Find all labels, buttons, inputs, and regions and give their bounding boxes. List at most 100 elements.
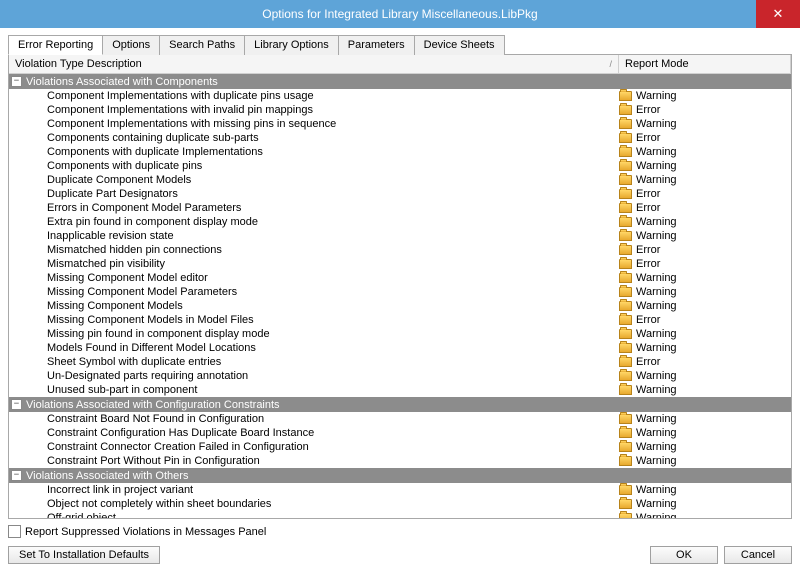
defaults-button[interactable]: Set To Installation Defaults [8,546,160,564]
folder-icon [619,119,632,129]
violation-row[interactable]: Extra pin found in component display mod… [9,215,791,229]
report-mode-cell[interactable]: Warning [619,300,791,312]
report-mode-label: Warning [636,174,677,186]
report-mode-cell[interactable]: Error [619,104,791,116]
report-mode-cell[interactable]: Warning [619,146,791,158]
report-mode-cell[interactable]: Warning [619,512,791,519]
violation-row[interactable]: Object not completely within sheet bound… [9,497,791,511]
folder-icon [619,147,632,157]
violation-row[interactable]: Duplicate Component ModelsWarning [9,173,791,187]
report-mode-cell[interactable]: Warning [619,384,791,396]
violation-row[interactable]: Component Implementations with duplicate… [9,89,791,103]
bottom-panel: Report Suppressed Violations in Messages… [8,525,792,564]
report-mode-cell[interactable]: Warning [619,342,791,354]
violation-row[interactable]: Mismatched hidden pin connections Error [9,243,791,257]
violation-row[interactable]: Missing Component Model editorWarning [9,271,791,285]
violation-row[interactable]: Components containing duplicate sub-part… [9,131,791,145]
report-mode-cell[interactable]: Error [619,356,791,368]
folder-icon [619,301,632,311]
report-mode-cell[interactable]: Error [619,132,791,144]
violation-description: Duplicate Part Designators [9,188,619,200]
violation-row[interactable]: Inapplicable revision stateWarning [9,229,791,243]
report-mode-cell[interactable]: Warning [619,90,791,102]
report-mode-cell[interactable]: Error [619,258,791,270]
tab-device-sheets[interactable]: Device Sheets [414,35,505,55]
violation-description: Off-grid object [9,512,619,519]
violation-row[interactable]: Constraint Configuration Has Duplicate B… [9,426,791,440]
report-mode-label: Warning [636,498,677,510]
report-mode-cell[interactable]: Warning [619,427,791,439]
suppress-checkbox[interactable] [8,525,21,538]
folder-icon [619,499,632,509]
report-mode-label: Warning [636,300,677,312]
violation-row[interactable]: Missing Component ModelsWarning [9,299,791,313]
violation-row[interactable]: Component Implementations with invalid p… [9,103,791,117]
cancel-button[interactable]: Cancel [724,546,792,564]
violation-row[interactable]: Errors in Component Model ParametersErro… [9,201,791,215]
violation-row[interactable]: Off-grid objectWarning [9,511,791,519]
violation-row[interactable]: Missing Component Models in Model FilesE… [9,313,791,327]
violation-row[interactable]: Components with duplicate Implementation… [9,145,791,159]
violation-row[interactable]: Missing Component Model ParametersWarnin… [9,285,791,299]
violation-row[interactable]: Un-Designated parts requiring annotation… [9,369,791,383]
tab-strip: Error ReportingOptionsSearch PathsLibrar… [8,34,792,55]
expander-icon[interactable]: − [11,399,22,410]
violation-description: Components with duplicate pins [9,160,619,172]
violation-row[interactable]: Constraint Board Not Found in Configurat… [9,412,791,426]
column-header-mode[interactable]: Report Mode [619,55,791,73]
report-mode-cell[interactable]: Error [619,188,791,200]
violation-row[interactable]: Missing pin found in component display m… [9,327,791,341]
folder-icon [619,91,632,101]
group-header[interactable]: −Violations Associated with Others [9,468,791,483]
violation-row[interactable]: Models Found in Different Model Location… [9,341,791,355]
violation-row[interactable]: Duplicate Part DesignatorsError [9,187,791,201]
tab-parameters[interactable]: Parameters [338,35,415,55]
sort-indicator-icon: / [609,59,612,69]
report-mode-cell[interactable]: Warning [619,174,791,186]
violation-row[interactable]: Constraint Connector Creation Failed in … [9,440,791,454]
report-mode-cell[interactable]: Warning [619,216,791,228]
report-mode-cell[interactable]: Error [619,244,791,256]
violation-description: Mismatched hidden pin connections [9,244,619,256]
violation-row[interactable]: Components with duplicate pinsWarning [9,159,791,173]
report-mode-cell[interactable]: Warning [619,413,791,425]
ok-button[interactable]: OK [650,546,718,564]
report-mode-cell[interactable]: Warning [619,498,791,510]
violation-row[interactable]: Constraint Port Without Pin in Configura… [9,454,791,468]
group-header[interactable]: −Violations Associated with Components [9,74,791,89]
tab-options[interactable]: Options [102,35,160,55]
violation-description: Models Found in Different Model Location… [9,342,619,354]
report-mode-cell[interactable]: Warning [619,160,791,172]
violation-description: Inapplicable revision state [9,230,619,242]
tab-search-paths[interactable]: Search Paths [159,35,245,55]
report-mode-cell[interactable]: Warning [619,455,791,467]
report-mode-cell[interactable]: Warning [619,286,791,298]
tab-library-options[interactable]: Library Options [244,35,339,55]
violation-row[interactable]: Mismatched pin visibilityError [9,257,791,271]
report-mode-cell[interactable]: Warning [619,441,791,453]
group-header[interactable]: −Violations Associated with Configuratio… [9,397,791,412]
report-mode-label: Error [636,244,660,256]
report-mode-label: Error [636,104,660,116]
report-mode-cell[interactable]: Warning [619,370,791,382]
violation-row[interactable]: Incorrect link in project variantWarning [9,483,791,497]
violation-row[interactable]: Sheet Symbol with duplicate entriesError [9,355,791,369]
folder-icon [619,245,632,255]
report-mode-cell[interactable]: Error [619,202,791,214]
folder-icon [619,485,632,495]
report-mode-cell[interactable]: Warning [619,484,791,496]
violation-row[interactable]: Unused sub-part in componentWarning [9,383,791,397]
expander-icon[interactable]: − [11,76,22,87]
report-mode-cell[interactable]: Warning [619,118,791,130]
violation-description: Component Implementations with invalid p… [9,104,619,116]
report-mode-cell[interactable]: Warning [619,230,791,242]
violation-row[interactable]: Component Implementations with missing p… [9,117,791,131]
column-header-description[interactable]: Violation Type Description / [9,55,619,73]
report-mode-cell[interactable]: Error [619,314,791,326]
expander-icon[interactable]: − [11,470,22,481]
folder-icon [619,287,632,297]
report-mode-cell[interactable]: Warning [619,328,791,340]
close-button[interactable]: ✕ [756,0,800,28]
report-mode-cell[interactable]: Warning [619,272,791,284]
tab-error-reporting[interactable]: Error Reporting [8,35,103,55]
